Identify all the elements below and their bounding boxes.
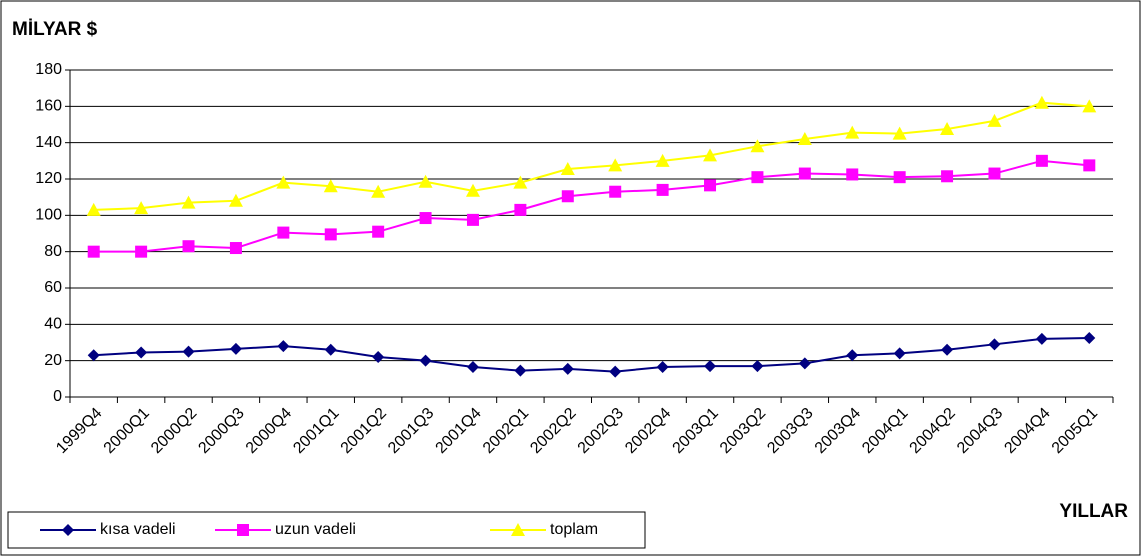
y-tick-label: 160 bbox=[35, 98, 62, 115]
marker bbox=[656, 361, 669, 374]
marker bbox=[892, 126, 907, 140]
marker bbox=[229, 242, 242, 255]
series-line bbox=[93, 159, 1090, 253]
marker bbox=[466, 361, 479, 374]
marker bbox=[277, 226, 290, 239]
marker bbox=[135, 245, 148, 258]
marker bbox=[371, 184, 386, 198]
marker bbox=[797, 132, 812, 146]
marker bbox=[655, 153, 670, 167]
marker bbox=[181, 195, 196, 209]
marker bbox=[988, 338, 1001, 351]
series-line bbox=[93, 336, 1090, 373]
marker bbox=[87, 245, 100, 258]
marker bbox=[276, 175, 291, 189]
marker bbox=[798, 357, 811, 370]
marker bbox=[608, 158, 623, 172]
legend-marker bbox=[511, 523, 525, 536]
marker bbox=[465, 183, 480, 197]
marker bbox=[750, 139, 765, 153]
marker bbox=[514, 364, 527, 377]
marker bbox=[609, 185, 622, 198]
marker bbox=[419, 354, 432, 367]
marker bbox=[703, 148, 718, 162]
marker bbox=[893, 347, 906, 360]
marker bbox=[182, 240, 195, 253]
marker bbox=[609, 365, 622, 378]
marker bbox=[418, 174, 433, 188]
legend-label: toplam bbox=[550, 521, 598, 538]
y-tick-label: 40 bbox=[44, 316, 62, 333]
marker bbox=[704, 360, 717, 373]
marker bbox=[1083, 159, 1096, 172]
marker bbox=[798, 167, 811, 180]
marker bbox=[751, 360, 764, 373]
marker bbox=[893, 171, 906, 184]
marker bbox=[372, 225, 385, 238]
marker bbox=[561, 190, 574, 203]
marker bbox=[1035, 332, 1048, 345]
marker bbox=[1034, 95, 1049, 109]
marker bbox=[1035, 154, 1048, 167]
marker bbox=[1082, 99, 1097, 113]
chart-title: MİLYAR $ bbox=[12, 19, 98, 40]
marker bbox=[372, 351, 385, 364]
marker bbox=[86, 202, 101, 216]
y-tick-label: 100 bbox=[35, 207, 62, 224]
y-tick-label: 20 bbox=[44, 352, 62, 369]
marker bbox=[182, 345, 195, 358]
marker bbox=[514, 203, 527, 216]
marker bbox=[940, 122, 955, 136]
marker bbox=[561, 362, 574, 375]
marker bbox=[135, 346, 148, 359]
legend-marker bbox=[237, 524, 249, 536]
marker bbox=[845, 125, 860, 139]
marker bbox=[560, 162, 575, 176]
x-axis-label: YILLAR bbox=[1059, 501, 1128, 522]
marker bbox=[846, 349, 859, 362]
series-line bbox=[93, 101, 1090, 211]
marker bbox=[513, 175, 528, 189]
legend-label: uzun vadeli bbox=[275, 521, 356, 538]
marker bbox=[941, 170, 954, 183]
marker bbox=[134, 201, 149, 215]
y-tick-label: 140 bbox=[35, 134, 62, 151]
y-tick-label: 180 bbox=[35, 61, 62, 78]
marker bbox=[704, 179, 717, 192]
legend-label: kısa vadeli bbox=[100, 521, 176, 538]
marker bbox=[466, 213, 479, 226]
marker bbox=[228, 193, 243, 207]
y-tick-label: 80 bbox=[44, 243, 62, 260]
marker bbox=[87, 349, 100, 362]
marker bbox=[324, 228, 337, 241]
marker bbox=[277, 340, 290, 353]
marker bbox=[323, 179, 338, 193]
y-tick-label: 60 bbox=[44, 279, 62, 296]
marker bbox=[324, 343, 337, 356]
marker bbox=[941, 343, 954, 356]
y-tick-label: 120 bbox=[35, 170, 62, 187]
y-tick-label: 0 bbox=[53, 388, 62, 405]
marker bbox=[751, 171, 764, 184]
marker bbox=[229, 342, 242, 355]
marker bbox=[988, 167, 1001, 180]
marker bbox=[419, 212, 432, 225]
marker bbox=[656, 183, 669, 196]
marker bbox=[987, 113, 1002, 127]
marker bbox=[1083, 331, 1096, 344]
legend-marker bbox=[62, 524, 74, 536]
marker bbox=[846, 168, 859, 181]
